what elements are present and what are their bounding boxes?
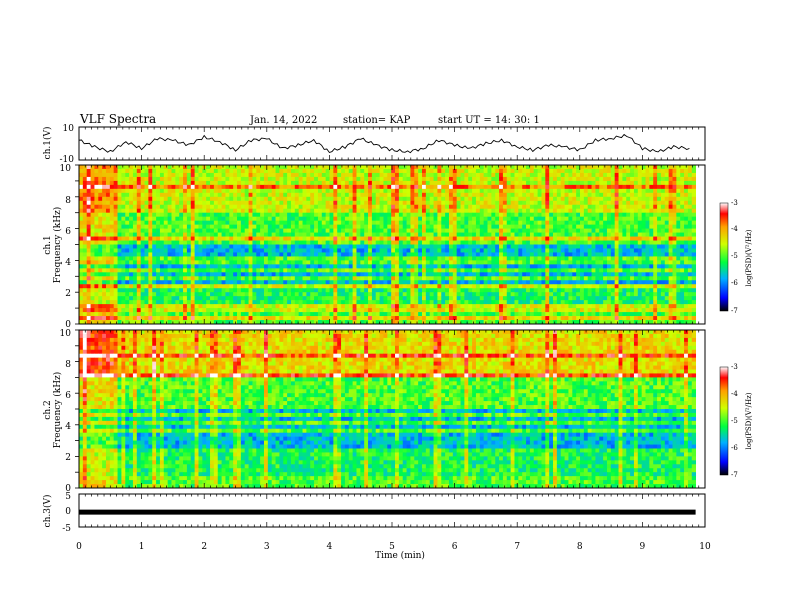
- ch3-ylabel: ch.3(V): [42, 495, 53, 528]
- ch2-colorbar-label: log(PSD)(V²/Hz): [745, 392, 753, 449]
- ch2-cb-tick-m4: -4: [731, 390, 738, 398]
- ch2-ytick-2: 2: [65, 453, 71, 463]
- ch2-cb-tick-m5: -5: [731, 417, 738, 425]
- ch1-ytick-0: 0: [65, 320, 71, 330]
- y-ticks: [75, 329, 79, 489]
- x-tick-label: 4: [327, 542, 333, 552]
- ch2-cb-tick-m3: -3: [731, 363, 738, 371]
- x-tick-label: 9: [640, 542, 646, 552]
- ch2-spectrogram-ylabel: ch.2Frequency (kHz): [43, 372, 63, 449]
- x-tick-label: 5: [389, 542, 395, 552]
- ch1-ytick-10: 10: [60, 164, 72, 174]
- ch3-ytick-0: 0: [65, 507, 71, 517]
- ch2-ytick-0: 0: [65, 484, 71, 494]
- ch1-spectrogram-panel: 10 8 6 4 2 0 ch.1Frequency (kHz) -3 -4 -…: [43, 164, 753, 330]
- ch1-waveform-line: [78, 133, 690, 154]
- ch3-ytick-m5: -5: [62, 524, 71, 534]
- x-tick-label: 8: [577, 542, 583, 552]
- x-tick-label: 2: [201, 542, 207, 552]
- x-tick-label: 1: [139, 542, 145, 552]
- ch1-cb-tick-m7: -7: [731, 307, 738, 315]
- ch1-ytick-4: 4: [65, 258, 71, 268]
- start-time-label: start UT = 14: 30: 1: [438, 115, 540, 126]
- ch1-ytick-top: 10: [63, 124, 75, 134]
- x-axis-label: Time (min): [375, 550, 425, 561]
- y-ticks: [75, 164, 79, 325]
- x-tick-label: 6: [452, 542, 458, 552]
- ch1-cb-tick-m5: -5: [731, 252, 738, 260]
- station-label: station= KAP: [343, 115, 411, 126]
- ch2-ytick-8: 8: [65, 360, 71, 370]
- chart-title: VLF Spectra: [79, 112, 156, 126]
- ch1-spectrogram-ylabel: ch.1Frequency (kHz): [43, 207, 63, 284]
- x-tick-label: 0: [76, 542, 82, 552]
- date-label: Jan. 14, 2022: [249, 115, 317, 126]
- x-tick-label: 7: [514, 542, 520, 552]
- x-axis: 0 1 2 3 4 5 6 7 8 9 10: [76, 127, 711, 552]
- ch2-colorbar: [719, 366, 729, 476]
- x-tick-label: 3: [264, 542, 270, 552]
- ch2-spectrogram-panel: 10 8 6 4 2 0 ch.2Frequency (kHz) -3 -4 -…: [43, 329, 753, 494]
- ch2-ytick-6: 6: [65, 391, 71, 401]
- ch1-ytick-8: 8: [65, 196, 71, 206]
- x-tick-label: 10: [699, 542, 711, 552]
- ch1-cb-tick-m6: -6: [731, 279, 738, 287]
- ch1-cb-tick-m3: -3: [731, 199, 738, 207]
- ch1-spectrogram-image: [79, 165, 705, 325]
- ch1-ytick-6: 6: [65, 227, 71, 237]
- ch2-cb-tick-m6: -6: [731, 444, 738, 452]
- ch2-spectrogram-image: [79, 330, 705, 489]
- ch2-ytick-4: 4: [65, 422, 71, 432]
- ch2-cb-tick-m7: -7: [731, 471, 738, 479]
- ch1-cb-tick-m4: -4: [731, 225, 738, 233]
- ch1-ytick-bottom: -10: [60, 155, 75, 165]
- ch1-colorbar-label: log(PSD)(V²/Hz): [745, 229, 753, 286]
- ch1-ylabel: ch.1(V): [42, 127, 53, 160]
- ch2-ytick-10: 10: [60, 329, 72, 339]
- ch3-ytick-5: 5: [65, 492, 71, 502]
- ch1-ytick-2: 2: [65, 289, 71, 299]
- ch1-colorbar: [719, 202, 729, 312]
